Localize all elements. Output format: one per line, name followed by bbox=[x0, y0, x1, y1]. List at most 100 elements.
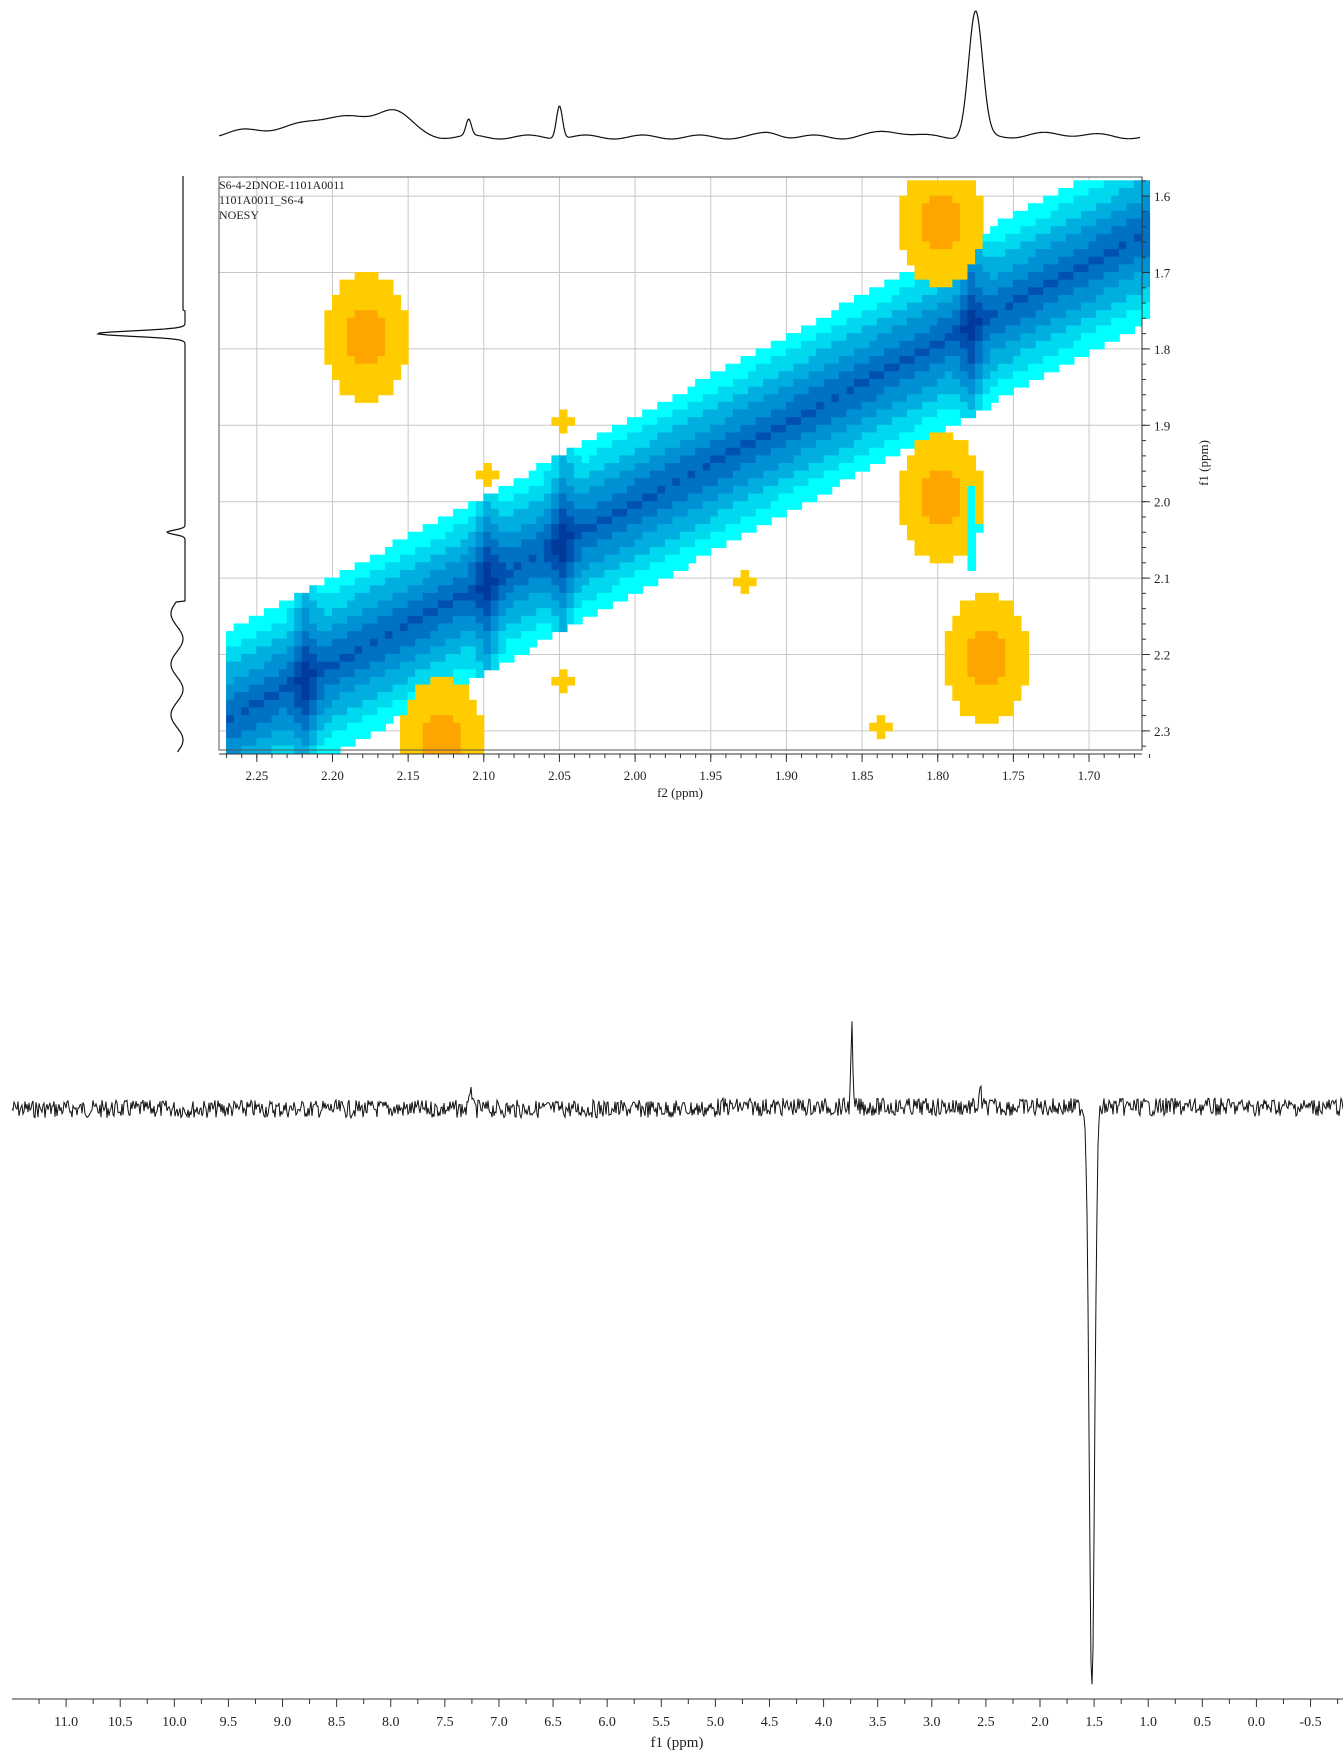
contour-cell bbox=[453, 585, 462, 594]
contour-cell bbox=[854, 455, 863, 464]
contour-cell bbox=[816, 340, 825, 350]
contour-cell bbox=[1141, 256, 1151, 266]
contour-cell bbox=[937, 348, 946, 358]
contour-cell bbox=[657, 485, 666, 495]
contour-cell bbox=[1103, 180, 1113, 189]
contour-cell bbox=[279, 623, 288, 633]
contour-cell bbox=[967, 409, 977, 419]
contour-cell bbox=[369, 661, 379, 671]
contour-cell bbox=[400, 631, 409, 640]
contour-cell bbox=[944, 256, 954, 266]
contour-cell bbox=[982, 699, 992, 709]
contour-cell bbox=[1118, 180, 1128, 189]
contour-cell bbox=[460, 608, 470, 617]
contour-cell bbox=[975, 592, 984, 602]
contour-cell bbox=[990, 654, 999, 663]
contour-cell bbox=[339, 646, 349, 655]
contour-cell bbox=[384, 333, 394, 342]
contour-cell bbox=[604, 531, 613, 541]
contour-cell bbox=[801, 417, 810, 426]
contour-cell bbox=[770, 401, 780, 411]
contour-cell bbox=[982, 233, 992, 243]
contour-cell bbox=[362, 669, 371, 678]
contour-cell bbox=[437, 600, 447, 610]
contour-cell bbox=[369, 394, 379, 403]
contour-cell bbox=[483, 585, 492, 594]
contour-cell bbox=[876, 378, 886, 388]
contour-cell bbox=[763, 386, 772, 396]
contour-cell bbox=[566, 577, 576, 587]
contour-cell bbox=[241, 738, 250, 747]
contour-cell bbox=[944, 485, 954, 495]
contour-cell bbox=[854, 440, 863, 449]
contour-cell bbox=[914, 279, 924, 289]
contour-cell bbox=[914, 333, 924, 342]
contour-cell bbox=[271, 638, 281, 648]
contour-cell bbox=[1118, 203, 1128, 212]
contour-cell bbox=[453, 577, 462, 587]
contour-cell bbox=[475, 646, 485, 655]
contour-cell bbox=[725, 447, 734, 457]
contour-cell bbox=[687, 470, 697, 480]
contour-cell bbox=[657, 440, 666, 449]
contour-cell bbox=[1028, 294, 1037, 304]
contour-cell bbox=[437, 669, 447, 678]
contour-cell bbox=[384, 562, 394, 571]
contour-cell bbox=[808, 440, 818, 449]
contour-cell bbox=[581, 440, 591, 449]
contour-cell bbox=[997, 310, 1007, 319]
contour-cell bbox=[1096, 218, 1105, 228]
contour-cell bbox=[763, 508, 772, 518]
contour-cell bbox=[672, 440, 681, 449]
contour-cell bbox=[271, 730, 281, 740]
one-d-x-tick-label: 4.5 bbox=[761, 1715, 779, 1730]
contour-cell bbox=[838, 447, 848, 457]
contour-cell bbox=[354, 600, 364, 610]
contour-cell bbox=[324, 646, 333, 655]
contour-cell bbox=[362, 333, 371, 342]
contour-cell bbox=[846, 463, 856, 472]
contour-cell bbox=[362, 600, 371, 610]
contour-cell bbox=[1035, 340, 1045, 350]
contour-cell bbox=[710, 485, 719, 495]
contour-cell bbox=[831, 440, 840, 449]
contour-cell bbox=[1080, 249, 1090, 258]
contour-cell bbox=[445, 569, 455, 579]
contour-cell bbox=[483, 501, 492, 510]
contour-cell bbox=[740, 371, 750, 380]
contour-cell bbox=[891, 363, 901, 373]
contour-cell bbox=[294, 669, 303, 678]
contour-cell bbox=[566, 478, 576, 487]
contour-cell bbox=[309, 676, 318, 686]
contour-cell bbox=[975, 669, 984, 678]
contour-cell bbox=[445, 646, 455, 655]
contour-cell bbox=[256, 715, 265, 724]
contour-cell bbox=[785, 386, 795, 396]
contour-cell bbox=[763, 401, 772, 411]
contour-cell bbox=[959, 547, 969, 556]
noesy-y-tick-label: 2.0 bbox=[1154, 495, 1170, 510]
contour-cell bbox=[1088, 249, 1098, 258]
contour-cell bbox=[392, 684, 402, 694]
contour-cell bbox=[233, 722, 243, 732]
contour-cell bbox=[854, 302, 863, 312]
contour-cell bbox=[861, 455, 871, 464]
contour-cell bbox=[551, 463, 560, 472]
contour-cell bbox=[566, 417, 576, 426]
contour-cell bbox=[362, 569, 371, 579]
contour-cell bbox=[1073, 226, 1082, 235]
contour-cell bbox=[657, 447, 666, 457]
contour-cell bbox=[967, 272, 977, 281]
contour-cell bbox=[627, 493, 636, 503]
contour-cell bbox=[823, 409, 833, 419]
contour-cell bbox=[922, 516, 931, 526]
contour-cell bbox=[664, 440, 674, 449]
contour-cell bbox=[680, 547, 689, 556]
contour-cell bbox=[263, 615, 273, 625]
contour-cell bbox=[899, 378, 908, 388]
contour-cell bbox=[838, 417, 848, 426]
contour-cell bbox=[384, 577, 394, 587]
contour-cell bbox=[1103, 310, 1113, 319]
contour-cell bbox=[354, 615, 364, 625]
contour-cell bbox=[521, 585, 530, 594]
